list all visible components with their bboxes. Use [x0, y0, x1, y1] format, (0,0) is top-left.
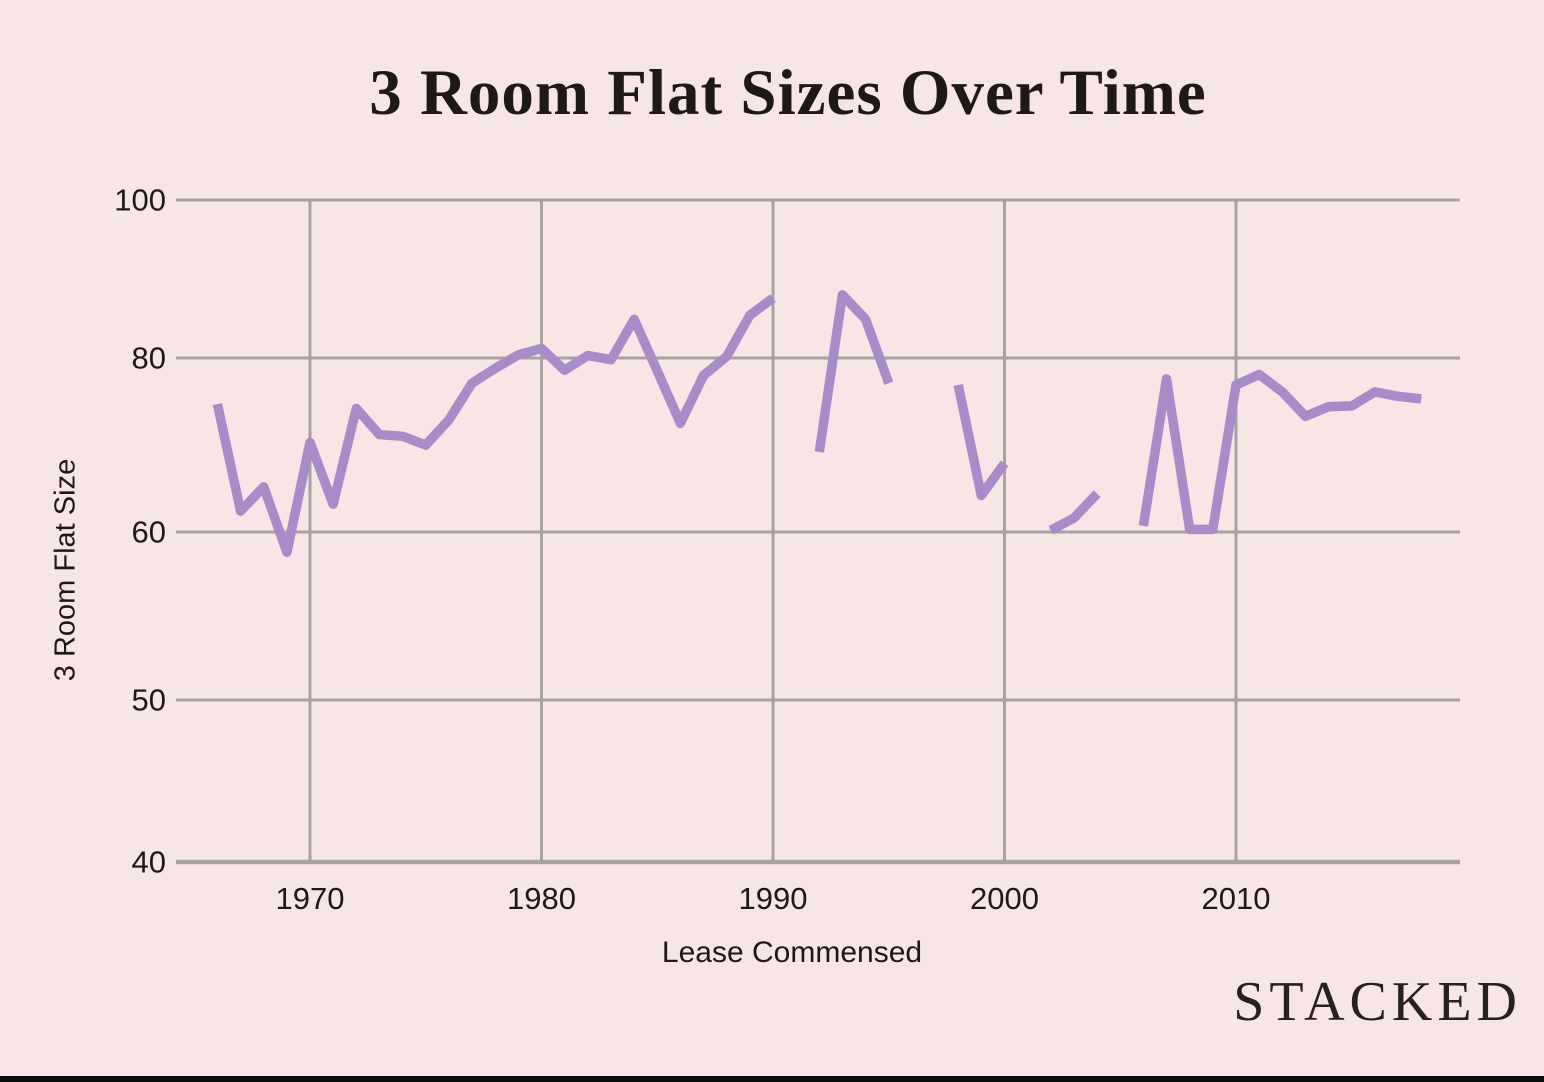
x-tick-label-1970: 1970 [276, 881, 345, 916]
x-tick-label-2010: 2010 [1202, 881, 1271, 916]
y-tick-label-60: 60 [132, 515, 166, 550]
data-line-segment [1048, 490, 1101, 535]
data-line-segment [212, 294, 776, 557]
y-axis-title: 3 Room Flat Size [49, 458, 82, 682]
bottom-edge-bar [0, 1076, 1544, 1082]
x-tick-label-2000: 2000 [970, 881, 1039, 916]
y-tick-label-100: 100 [114, 183, 166, 218]
x-tick-label-1990: 1990 [739, 881, 808, 916]
x-axis-title: Lease Commensed [661, 936, 923, 969]
data-line-segment [953, 384, 1009, 501]
y-tick-label-80: 80 [132, 341, 166, 376]
brand-logo: STACKED [1233, 971, 1522, 1033]
data-line-segment [814, 290, 894, 453]
chart-title: 3 Room Flat Sizes Over Time [369, 57, 1207, 129]
y-tick-label-50: 50 [132, 683, 166, 718]
x-tick-label-1980: 1980 [507, 881, 576, 916]
y-tick-label-40: 40 [132, 845, 166, 880]
data-line-segment [1138, 369, 1422, 535]
